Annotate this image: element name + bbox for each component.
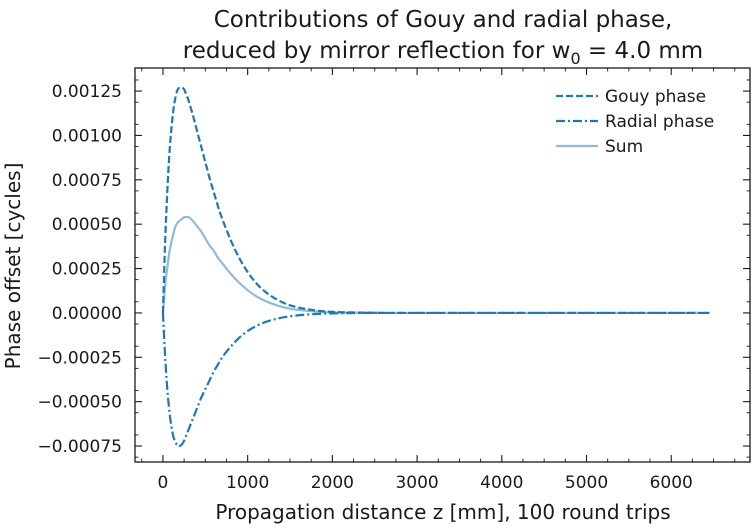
y-tick-label: −0.00025 — [37, 348, 122, 368]
y-tick-label: 0.00050 — [52, 215, 122, 235]
y-tick-label: 0.00000 — [52, 304, 122, 324]
y-tick-label: 0.00075 — [52, 171, 122, 191]
x-tick-label: 6000 — [650, 473, 693, 493]
plot-frame — [134, 67, 751, 463]
x-tick-label: 2000 — [311, 473, 354, 493]
legend-label-radial-phase: Radial phase — [605, 112, 714, 132]
x-tick-label: 4000 — [480, 473, 523, 493]
plot-area — [161, 86, 710, 448]
x-axis-label: Propagation distance z [mm], 100 round t… — [215, 500, 670, 524]
series-layer — [161, 86, 710, 448]
x-tick-label: 0 — [158, 473, 169, 493]
tick-layer: 0 1000 2000 3000 4000 5000 6000 0.00125 0.00100 0… — [37, 68, 750, 493]
y-tick-label: −0.00075 — [37, 437, 122, 457]
chart-subtitle-suffix: = 4.0 mm — [581, 38, 704, 64]
y-tick-label: 0.00100 — [52, 126, 122, 146]
chart-title: Contributions of Gouy and radial phase, — [214, 7, 673, 33]
y-tick-label: 0.00025 — [52, 260, 122, 280]
x-tick-label: 5000 — [565, 473, 608, 493]
x-tick-label: 3000 — [395, 473, 438, 493]
y-axis-label: Phase offset [cycles] — [1, 163, 25, 370]
x-tick-label: 1000 — [226, 473, 269, 493]
chart-subtitle-subscript: 0 — [570, 49, 580, 68]
chart-subtitle: reduced by mirror reflection for w0 = 4.… — [183, 38, 703, 68]
legend-label-gouy-phase: Gouy phase — [605, 87, 706, 107]
legend-label-sum: Sum — [605, 137, 643, 157]
y-tick-label: 0.00125 — [52, 82, 122, 102]
chart-subtitle-prefix: reduced by mirror reflection for w — [183, 38, 571, 64]
series-line-sum — [161, 215, 710, 315]
y-tick-label: −0.00050 — [37, 393, 122, 413]
series-line-radial-phase — [161, 311, 710, 448]
legend: Gouy phase Radial phase Sum — [556, 87, 714, 157]
